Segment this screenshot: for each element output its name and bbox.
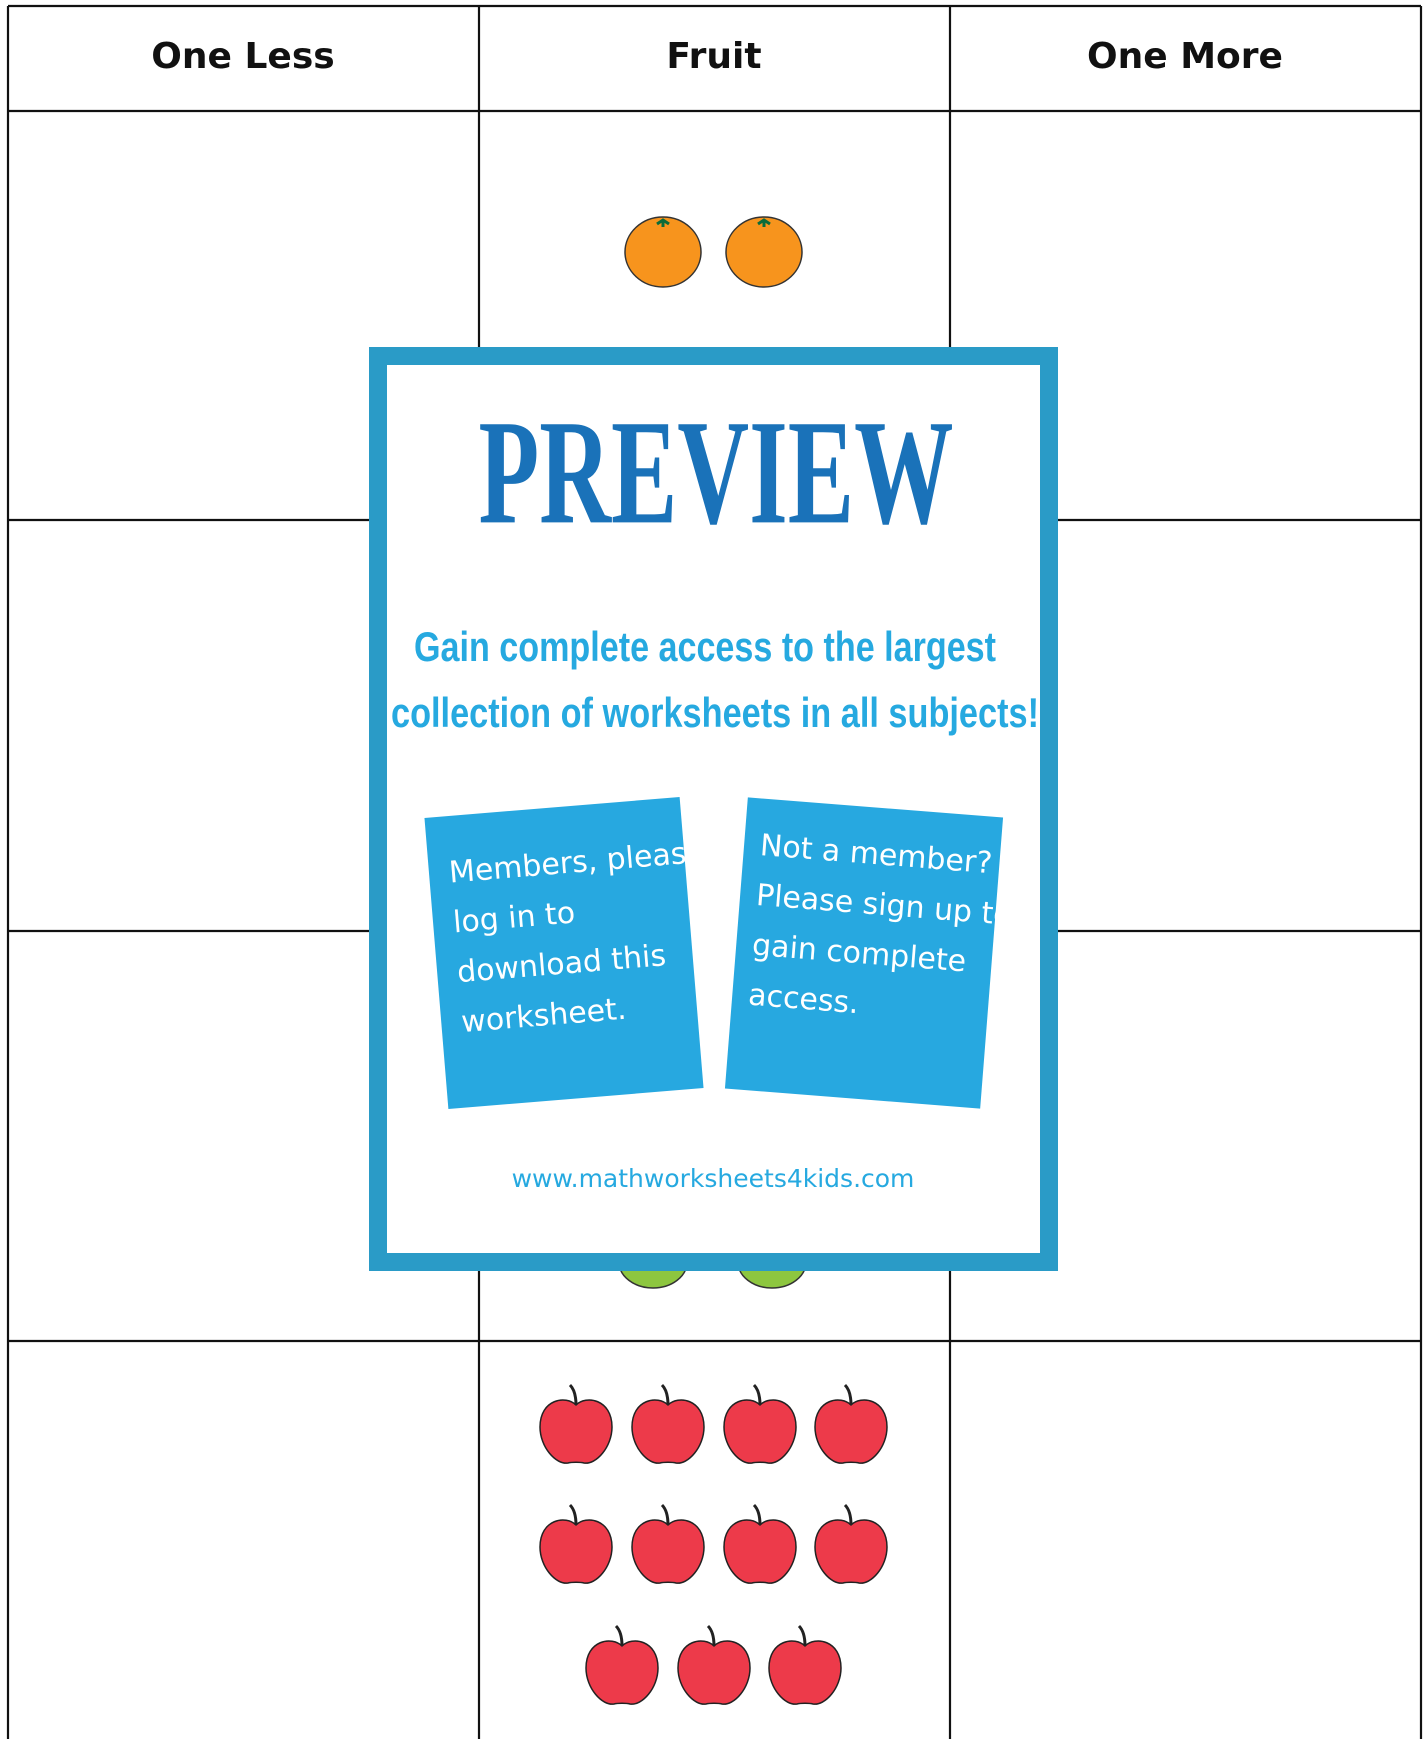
column-header: Fruit (666, 36, 761, 77)
apple-icon (630, 1503, 706, 1585)
apple-icon (722, 1383, 798, 1465)
apple-icon (630, 1383, 706, 1465)
members-card[interactable]: Members, please log in to download this … (424, 795, 723, 1109)
apple-icon (676, 1624, 752, 1706)
orange-icon (724, 215, 804, 289)
apple-icon (584, 1624, 660, 1706)
card-background (424, 797, 704, 1109)
preview-frame (369, 347, 1058, 1271)
apple-icon (722, 1503, 798, 1585)
apple-group (538, 1383, 889, 1706)
apple-icon (813, 1383, 889, 1465)
apple-icon (538, 1383, 614, 1465)
preview-message: collection of worksheets in all subjects… (391, 689, 1039, 736)
preview-title: PREVIEW (479, 389, 954, 555)
preview-message: Gain complete access to the largest (414, 623, 996, 670)
apple-icon (767, 1624, 843, 1706)
card-background (724, 797, 1004, 1109)
preview-overlay: PREVIEW Gain complete access to the larg… (369, 347, 1058, 1271)
apple-icon (813, 1503, 889, 1585)
orange-icon (623, 215, 703, 289)
column-header: One More (1087, 36, 1283, 77)
table-grid (6, 4, 1423, 1739)
apple-icon (538, 1503, 614, 1585)
signup-card[interactable]: Not a member? Please sign up to gain com… (724, 797, 1019, 1109)
card-text: access. (747, 978, 860, 1022)
site-url[interactable]: www.mathworksheets4kids.com (512, 1164, 915, 1193)
column-header: One Less (151, 36, 334, 77)
